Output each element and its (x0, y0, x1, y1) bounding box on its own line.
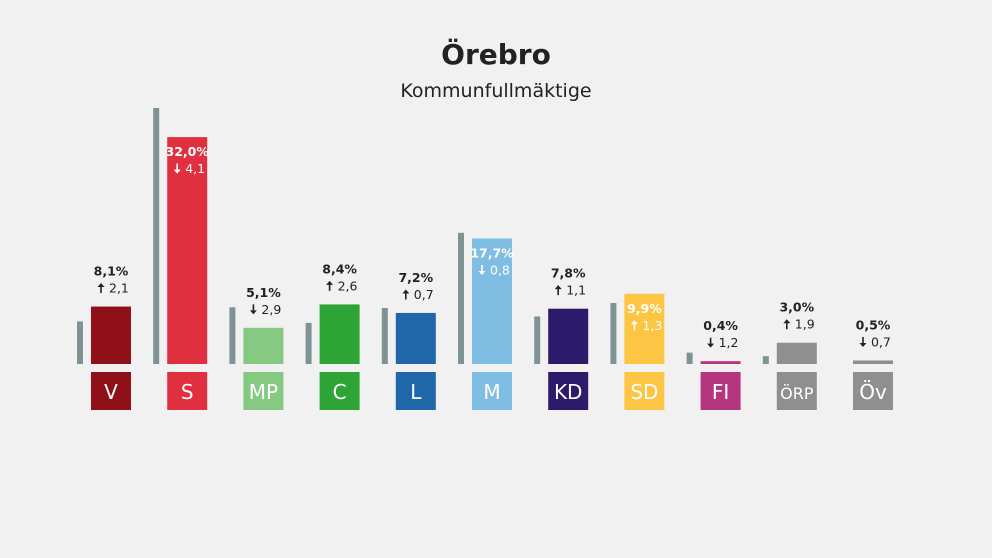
bar-V (91, 306, 131, 364)
party-label-L: L (410, 380, 422, 404)
value-label-L: 7,2% (398, 270, 433, 285)
bar-L (395, 312, 436, 364)
bar-FI (700, 361, 741, 364)
change-arrow-S (173, 163, 181, 174)
bar-Öv (853, 360, 893, 364)
change-label-MP: 2,9 (261, 302, 281, 317)
value-label-S: 32,0% (166, 144, 210, 159)
change-label-V: 2,1 (109, 281, 129, 296)
party-label-V: V (104, 380, 118, 404)
value-label-C: 8,4% (322, 261, 357, 276)
bar-KD (548, 308, 589, 364)
change-label-ÖRP: 1,9 (795, 317, 815, 332)
change-arrow-MP (249, 304, 257, 315)
bar-MP (243, 327, 284, 364)
previous-bar-S (153, 108, 160, 364)
value-label-Öv: 0,5% (856, 317, 891, 332)
previous-bar-MP (229, 307, 236, 364)
previous-bar-L (381, 307, 388, 364)
party-label-ÖRP: ÖRP (780, 384, 814, 403)
party-label-MP: MP (249, 380, 278, 404)
chart-title: Örebro (441, 38, 551, 71)
party-label-box-MP (243, 372, 284, 410)
previous-bar-SD (610, 303, 617, 364)
change-arrow-C (326, 280, 334, 291)
change-label-SD: 1,3 (642, 318, 662, 333)
previous-bar-C (305, 322, 312, 364)
previous-bar-ÖRP (762, 356, 769, 364)
party-label-box-M (472, 372, 512, 410)
party-label-box-FI (700, 372, 741, 410)
bar-SD (624, 293, 665, 364)
previous-bar-KD (534, 316, 541, 364)
change-label-C: 2,6 (338, 278, 358, 293)
party-label-C: C (333, 380, 347, 404)
change-label-KD: 1,1 (566, 283, 586, 298)
change-label-M: 0,8 (490, 262, 510, 277)
party-label-box-V (91, 372, 131, 410)
party-label-box-ÖRP (776, 372, 817, 410)
chart-subtitle: Kommunfullmäktige (400, 80, 592, 102)
change-label-L: 0,7 (414, 287, 434, 302)
change-arrow-V (97, 283, 105, 294)
change-arrow-FI (707, 337, 715, 348)
value-label-FI: 0,4% (703, 318, 738, 333)
party-label-box-SD (624, 372, 665, 410)
value-label-SD: 9,9% (627, 301, 662, 316)
previous-bar-V (77, 321, 83, 364)
party-label-S: S (181, 380, 194, 404)
change-arrow-M (478, 264, 486, 275)
previous-bar-FI (686, 352, 693, 364)
change-arrow-L (402, 289, 410, 300)
previous-bar-M (458, 232, 464, 364)
value-label-ÖRP: 3,0% (779, 300, 814, 315)
value-label-M: 17,7% (470, 245, 514, 260)
change-arrow-Öv (859, 336, 867, 347)
party-label-M: M (483, 380, 500, 404)
party-label-FI: FI (712, 380, 729, 404)
bar-M (472, 238, 512, 364)
value-label-MP: 5,1% (246, 285, 281, 300)
bar-ÖRP (776, 342, 817, 364)
bar-S (167, 137, 208, 364)
bar-C (319, 304, 360, 364)
party-label-box-L (395, 372, 436, 410)
value-label-KD: 7,8% (551, 266, 586, 281)
party-label-box-C (319, 372, 360, 410)
party-label-box-KD (548, 372, 589, 410)
party-label-KD: KD (554, 380, 583, 404)
party-label-box-S (167, 372, 208, 410)
change-label-S: 4,1 (185, 161, 205, 176)
party-label-SD: SD (630, 380, 658, 404)
value-label-V: 8,1% (94, 264, 129, 279)
change-label-Öv: 0,7 (871, 334, 891, 349)
change-arrow-SD (630, 320, 638, 331)
change-arrow-KD (554, 285, 562, 296)
party-label-Öv: Öv (859, 380, 887, 404)
change-arrow-ÖRP (783, 319, 791, 330)
change-label-FI: 1,2 (719, 335, 739, 350)
party-label-box-Öv (853, 372, 893, 410)
